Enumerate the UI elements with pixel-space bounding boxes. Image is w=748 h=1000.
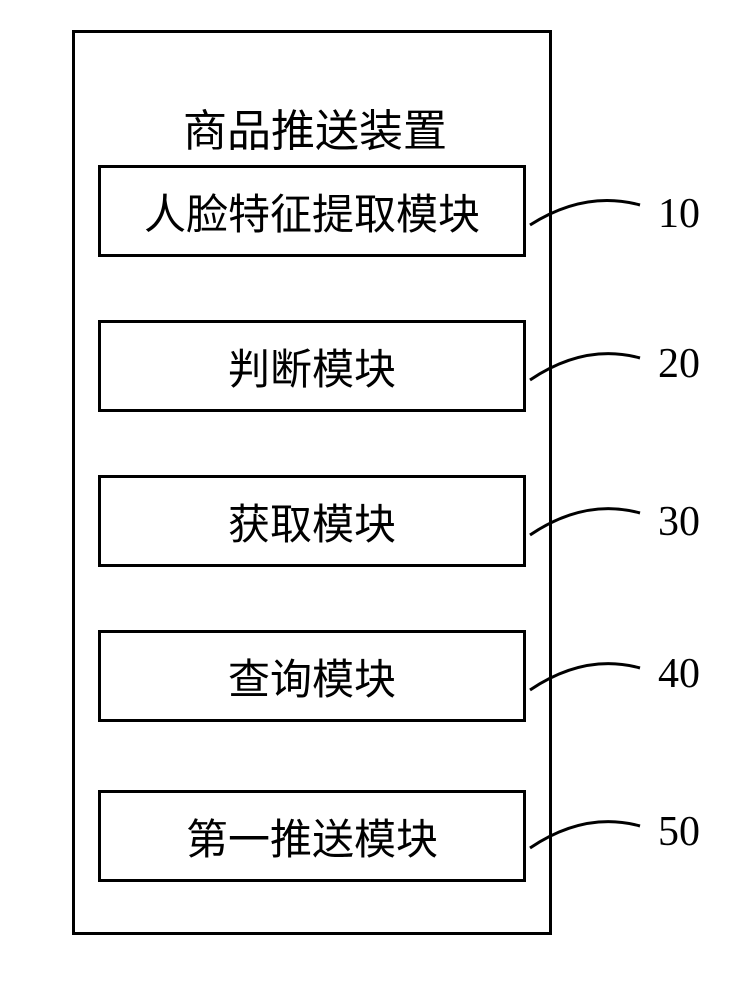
module-label-3: 查询模块: [228, 646, 396, 707]
module-label-2: 获取模块: [228, 491, 396, 552]
module-label-0: 人脸特征提取模块: [144, 181, 480, 242]
module-label-4: 第一推送模块: [186, 806, 438, 867]
module-box-3: 查询模块: [98, 630, 526, 722]
container-title: 商品推送装置: [75, 95, 555, 159]
ref-num-2: 30: [658, 498, 700, 546]
ref-num-0: 10: [658, 190, 700, 238]
module-box-0: 人脸特征提取模块: [98, 165, 526, 257]
ref-num-3: 40: [658, 650, 700, 698]
ref-num-1: 20: [658, 340, 700, 388]
module-box-1: 判断模块: [98, 320, 526, 412]
ref-num-4: 50: [658, 808, 700, 856]
module-box-4: 第一推送模块: [98, 790, 526, 882]
module-box-2: 获取模块: [98, 475, 526, 567]
module-label-1: 判断模块: [228, 336, 396, 397]
